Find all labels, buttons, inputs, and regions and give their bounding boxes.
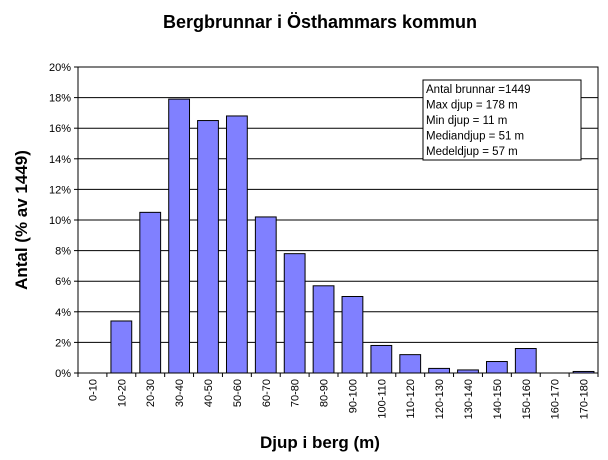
bar — [399, 354, 422, 374]
y-axis: 0% 2% 4% 6% 8% 10% 12% 14% 16% 18% 20% — [49, 62, 78, 380]
y-tick-label: 6% — [55, 276, 71, 288]
bar — [485, 361, 508, 374]
x-tick-label: 160-170 — [550, 379, 562, 419]
x-tick-label: 50-60 — [232, 379, 244, 407]
x-tick-label: 90-100 — [347, 379, 359, 413]
chart-title: Bergbrunnar i Östhammars kommun — [163, 12, 477, 32]
bar — [168, 98, 191, 374]
annotation-line: Mediandjup = 51 m — [426, 131, 524, 143]
y-tick-label: 12% — [49, 184, 71, 196]
y-tick-label: 8% — [55, 246, 71, 258]
x-tick-label: 70-80 — [290, 379, 302, 407]
x-tick-label: 30-40 — [174, 379, 186, 407]
annotation-line: Max djup = 178 m — [426, 100, 518, 112]
bar — [428, 367, 451, 374]
x-tick-label: 80-90 — [319, 379, 331, 407]
y-tick-label: 18% — [49, 93, 71, 105]
bar — [312, 285, 335, 374]
x-tick-label: 130-140 — [463, 379, 475, 419]
annotation-line: Antal brunnar =1449 — [426, 84, 531, 96]
x-tick-label: 0-10 — [87, 379, 99, 401]
bar — [139, 211, 162, 374]
x-tick-label: 120-130 — [434, 379, 446, 419]
y-tick-label: 0% — [55, 368, 71, 380]
annotation-box — [422, 79, 582, 161]
x-tick-label: 170-180 — [579, 379, 591, 419]
bar — [370, 344, 393, 374]
y-tick-label: 14% — [49, 154, 71, 166]
x-tick-label: 110-120 — [405, 379, 417, 419]
bar — [110, 320, 133, 374]
bar — [197, 120, 219, 374]
bar — [254, 216, 277, 374]
x-tick-label: 20-30 — [145, 379, 157, 407]
y-tick-label: 20% — [49, 62, 71, 74]
bar — [283, 253, 306, 374]
x-tick-label: 40-50 — [203, 379, 215, 407]
x-tick-label: 140-150 — [492, 379, 504, 419]
annotation-line: Medeldjup = 57 m — [426, 146, 518, 158]
x-axis-title: Djup i berg (m) — [260, 433, 380, 452]
annotation-line: Min djup = 11 m — [426, 115, 507, 127]
bar — [225, 115, 248, 374]
y-tick-label: 10% — [49, 215, 71, 227]
bar — [341, 296, 364, 374]
y-tick-label: 16% — [49, 123, 71, 135]
y-tick-label: 4% — [55, 307, 71, 319]
stats-annotation: Antal brunnar =1449 Max djup = 178 m Min d… — [422, 79, 582, 161]
bar — [514, 348, 537, 374]
x-axis: 0-10 10-20 20-30 30-40 40-50 50-60 60-70 70-80 8… — [77, 373, 599, 419]
x-tick-label: 100-110 — [376, 379, 388, 419]
x-tick-label: 10-20 — [116, 379, 128, 407]
x-tick-label: 150-160 — [521, 379, 533, 419]
y-tick-label: 2% — [55, 337, 71, 349]
y-axis-title: Antal (% av 1449) — [12, 150, 31, 290]
x-tick-label: 60-70 — [261, 379, 273, 407]
